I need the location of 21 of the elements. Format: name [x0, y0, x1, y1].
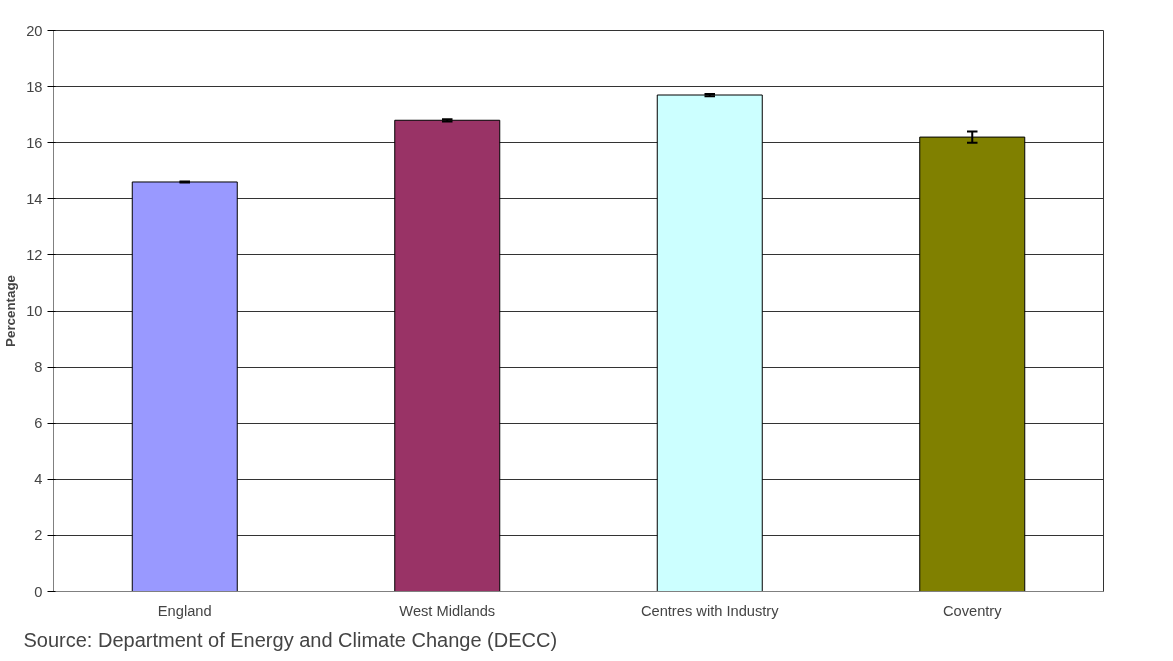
x-tick-label: Centres with Industry [640, 602, 780, 619]
y-tick-label: 18 [26, 78, 43, 95]
y-tick-label: 2 [34, 527, 43, 544]
y-tick-label: 6 [34, 415, 43, 432]
source-note: Source: Department of Energy and Climate Change (DECC) [23, 628, 558, 651]
y-tick-label: 0 [34, 583, 43, 600]
y-tick-label: 14 [26, 190, 43, 207]
bar [919, 136, 1026, 592]
y-tick-label: 12 [26, 246, 43, 263]
bar [131, 181, 238, 592]
bar [394, 119, 501, 592]
x-tick-label: England [157, 602, 212, 619]
x-tick-label: West Midlands [399, 602, 496, 619]
y-axis-title: Percentage [3, 275, 19, 347]
y-tick-label: 10 [26, 303, 43, 319]
y-tick-label: 4 [34, 471, 43, 488]
bar [656, 94, 763, 592]
y-tick-label: 8 [34, 359, 43, 376]
y-tick-label: 20 [26, 22, 43, 39]
x-tick-label: Coventry [942, 602, 1003, 619]
y-tick-label: 16 [26, 134, 43, 151]
